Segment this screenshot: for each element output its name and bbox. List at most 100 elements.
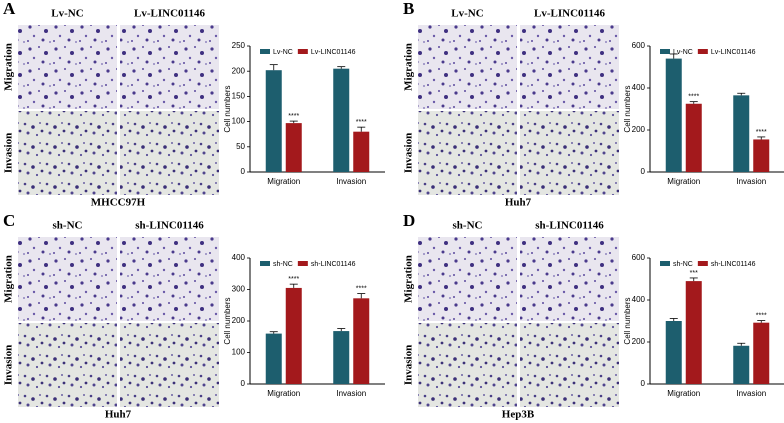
significance-label: **** — [356, 119, 367, 126]
micrograph — [18, 323, 117, 407]
micrograph — [120, 237, 219, 321]
y-tick-label: 200 — [232, 66, 246, 75]
micrograph — [18, 25, 117, 109]
y-tick-label: 250 — [232, 41, 246, 50]
panel-label: C — [3, 211, 15, 230]
y-tick-label: 150 — [232, 92, 246, 101]
cell-line-label: Huh7 — [105, 409, 132, 421]
micrograph — [18, 111, 117, 195]
bar — [733, 345, 750, 384]
micrograph — [418, 323, 517, 407]
bar — [285, 123, 302, 172]
bar — [733, 95, 750, 172]
legend-label: sh-NC — [273, 261, 293, 268]
legend-swatch — [660, 49, 670, 54]
y-tick-label: 200 — [632, 337, 646, 346]
y-axis-label: Cell numbers — [623, 297, 632, 344]
image-row-label: Invasion — [403, 345, 415, 385]
x-tick-label: Migration — [267, 177, 300, 186]
error-bar — [669, 53, 678, 59]
error-bar — [737, 92, 746, 96]
panel-label: B — [403, 0, 414, 18]
x-tick-label: Migration — [667, 177, 700, 186]
significance-label: **** — [756, 312, 767, 319]
image-row-label: Migration — [3, 43, 15, 91]
error-bar — [757, 136, 766, 140]
significance-label: **** — [356, 285, 367, 292]
error-bar — [289, 120, 298, 124]
y-axis-label: Cell numbers — [623, 85, 632, 132]
image-column-label: Lv-NC — [451, 8, 483, 20]
error-bar — [357, 126, 366, 132]
bar — [353, 298, 370, 384]
bar — [665, 321, 682, 384]
y-axis-label: Cell numbers — [223, 85, 232, 132]
image-column-label: sh-LINC01146 — [535, 220, 604, 232]
cell-line-label: MHCC97H — [91, 197, 146, 209]
micrograph — [520, 25, 619, 109]
legend-label: Lv-NC — [673, 49, 693, 56]
image-row-label: Invasion — [3, 133, 15, 173]
micrograph — [418, 111, 517, 195]
bar — [753, 322, 770, 384]
x-tick-label: Invasion — [736, 389, 766, 398]
bar — [333, 331, 350, 384]
bar — [685, 281, 702, 384]
x-tick-label: Invasion — [336, 389, 366, 398]
legend-swatch — [297, 261, 308, 266]
significance-label: **** — [288, 113, 299, 120]
legend-swatch — [260, 49, 270, 54]
significance-label: **** — [288, 276, 299, 283]
legend-label: Lv-NC — [273, 49, 293, 56]
cell-line-label: Huh7 — [505, 197, 532, 209]
x-tick-label: Migration — [667, 389, 700, 398]
error-bar — [737, 342, 746, 346]
error-bar — [357, 293, 366, 299]
image-row-label: Migration — [3, 255, 15, 303]
bar — [665, 58, 682, 172]
legend-swatch — [697, 261, 708, 266]
error-bar — [269, 331, 278, 334]
panel-label: D — [403, 211, 415, 230]
error-bar — [757, 320, 766, 323]
cell-line-label: Hep3B — [502, 409, 535, 421]
legend-swatch — [697, 49, 708, 54]
legend-swatch — [660, 261, 670, 266]
significance-label: **** — [756, 129, 767, 136]
micrograph — [418, 237, 517, 321]
y-tick-label: 200 — [232, 316, 246, 325]
image-column-label: sh-LINC01146 — [135, 220, 204, 232]
y-tick-label: 200 — [632, 125, 646, 134]
y-tick-label: 400 — [632, 83, 646, 92]
x-tick-label: Invasion — [736, 177, 766, 186]
error-bar — [689, 277, 698, 282]
legend-swatch — [297, 49, 308, 54]
micrograph — [520, 237, 619, 321]
legend-label: Lv-LINC01146 — [711, 49, 756, 56]
y-tick-label: 100 — [232, 348, 246, 357]
image-column-label: Lv-LINC01146 — [534, 8, 605, 20]
error-bar — [337, 328, 346, 332]
micrograph — [120, 25, 219, 109]
image-column-label: Lv-LINC01146 — [134, 8, 205, 20]
micrograph — [520, 323, 619, 407]
micrograph — [18, 237, 117, 321]
error-bar — [337, 66, 346, 69]
y-tick-label: 0 — [641, 167, 646, 176]
micrograph — [418, 25, 517, 109]
significance-label: **** — [688, 93, 699, 100]
error-bar — [669, 318, 678, 321]
image-column-label: Lv-NC — [51, 8, 83, 20]
bar — [353, 131, 370, 172]
panel-label: A — [3, 0, 16, 18]
y-tick-label: 300 — [232, 285, 246, 294]
x-tick-label: Invasion — [336, 177, 366, 186]
error-bar — [269, 64, 278, 71]
image-row-label: Invasion — [3, 345, 15, 385]
micrograph — [120, 323, 219, 407]
y-tick-label: 400 — [232, 253, 246, 262]
error-bar — [289, 283, 298, 288]
